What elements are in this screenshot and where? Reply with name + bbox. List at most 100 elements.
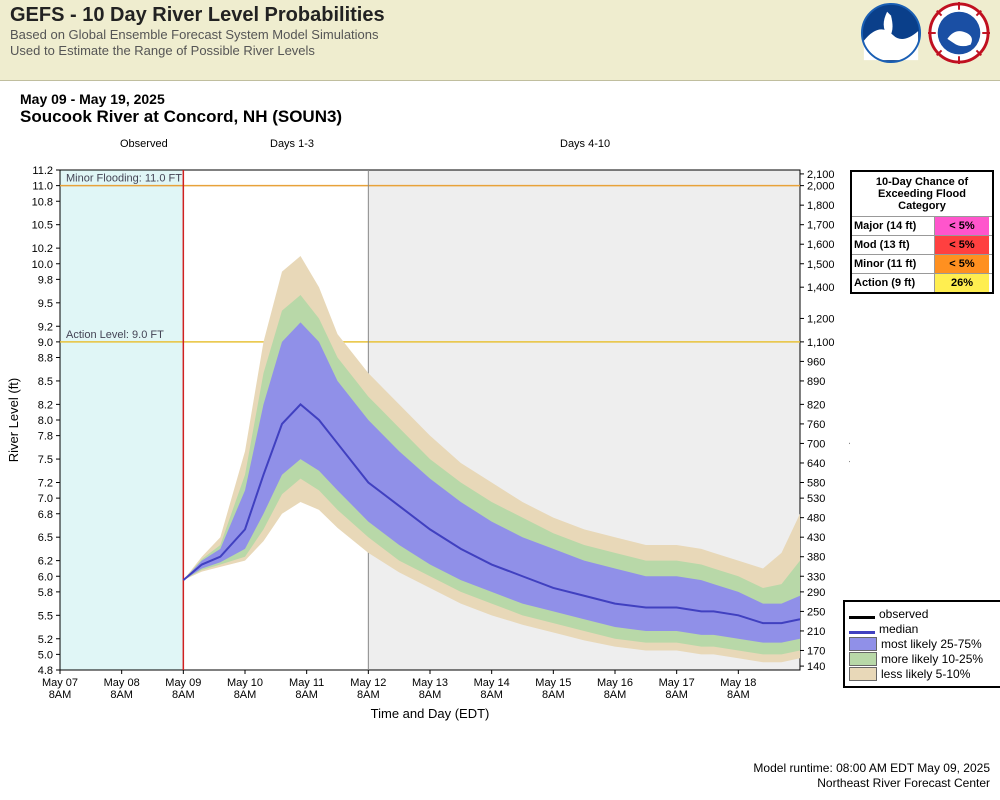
- svg-text:7.5: 7.5: [38, 454, 53, 466]
- svg-text:8.5: 8.5: [38, 376, 53, 388]
- svg-text:7.2: 7.2: [38, 478, 53, 490]
- forecast-chart: 4.85.05.25.55.86.06.26.56.87.07.27.57.88…: [0, 150, 850, 740]
- svg-text:May 10: May 10: [227, 677, 263, 689]
- svg-text:Time and Day (EDT): Time and Day (EDT): [371, 706, 490, 721]
- svg-text:2,000: 2,000: [807, 181, 835, 193]
- legend-item: more likely 10-25%: [849, 652, 999, 666]
- chart-legend: observedmedianmost likely 25-75%more lik…: [843, 600, 1000, 688]
- svg-text:8AM: 8AM: [234, 689, 257, 701]
- svg-text:290: 290: [807, 587, 825, 599]
- svg-text:140: 140: [807, 661, 825, 673]
- period-days13: Days 1-3: [270, 138, 314, 150]
- flood-exceedance-table: 10-Day Chance of Exceeding Flood Categor…: [850, 170, 994, 294]
- svg-text:8AM: 8AM: [172, 689, 195, 701]
- noaa-logo-icon: [860, 2, 922, 64]
- header-sub1: Based on Global Ensemble Forecast System…: [10, 27, 990, 43]
- svg-text:River Level (ft): River Level (ft): [6, 378, 21, 463]
- svg-text:9.8: 9.8: [38, 274, 53, 286]
- svg-text:May 14: May 14: [474, 677, 510, 689]
- flood-row: Mod (13 ft)< 5%: [852, 235, 992, 254]
- svg-text:5.0: 5.0: [38, 649, 53, 661]
- svg-text:1,800: 1,800: [807, 200, 835, 212]
- svg-text:640: 640: [807, 458, 825, 470]
- svg-text:1,500: 1,500: [807, 259, 835, 271]
- svg-text:8AM: 8AM: [727, 689, 750, 701]
- svg-text:May 08: May 08: [104, 677, 140, 689]
- svg-text:890: 890: [807, 376, 825, 388]
- footer: Model runtime: 08:00 AM EDT May 09, 2025…: [753, 761, 990, 792]
- svg-text:11.2: 11.2: [32, 165, 53, 177]
- svg-text:8.8: 8.8: [38, 353, 53, 365]
- svg-text:580: 580: [807, 478, 825, 490]
- header-title: GEFS - 10 Day River Level Probabilities: [10, 4, 990, 27]
- svg-text:6.5: 6.5: [38, 532, 53, 544]
- svg-text:7.0: 7.0: [38, 493, 53, 505]
- forecast-center: Northeast River Forecast Center: [753, 776, 990, 792]
- svg-text:6.2: 6.2: [38, 556, 53, 568]
- svg-text:10.8: 10.8: [32, 196, 53, 208]
- svg-text:8AM: 8AM: [419, 689, 442, 701]
- svg-text:May 15: May 15: [535, 677, 571, 689]
- svg-text:380: 380: [807, 552, 825, 564]
- chart-meta: May 09 - May 19, 2025 Soucook River at C…: [20, 91, 1000, 127]
- svg-text:10.5: 10.5: [32, 220, 53, 232]
- svg-text:530: 530: [807, 493, 825, 505]
- svg-text:4.8: 4.8: [38, 665, 53, 677]
- svg-text:1,700: 1,700: [807, 220, 835, 232]
- svg-text:700: 700: [807, 438, 825, 450]
- svg-text:May 09: May 09: [165, 677, 201, 689]
- svg-text:1,600: 1,600: [807, 239, 835, 251]
- svg-text:1,200: 1,200: [807, 313, 835, 325]
- svg-text:9.5: 9.5: [38, 298, 53, 310]
- svg-text:170: 170: [807, 645, 825, 657]
- legend-item: observed: [849, 607, 999, 621]
- logo-wrap: [860, 2, 990, 64]
- svg-text:250: 250: [807, 606, 825, 618]
- flood-row: Major (14 ft)< 5%: [852, 216, 992, 235]
- flood-row: Minor (11 ft)< 5%: [852, 254, 992, 273]
- svg-text:11.0: 11.0: [32, 181, 53, 193]
- svg-text:10.0: 10.0: [32, 259, 53, 271]
- header-bar: GEFS - 10 Day River Level Probabilities …: [0, 0, 1000, 81]
- svg-text:960: 960: [807, 356, 825, 368]
- svg-text:Action Level: 9.0 FT: Action Level: 9.0 FT: [66, 329, 164, 341]
- svg-text:8AM: 8AM: [357, 689, 380, 701]
- svg-text:River Flow (cfs): River Flow (cfs): [849, 375, 850, 465]
- svg-text:May 07: May 07: [42, 677, 78, 689]
- svg-text:May 11: May 11: [289, 677, 324, 689]
- svg-text:May 18: May 18: [720, 677, 756, 689]
- svg-text:9.2: 9.2: [38, 321, 53, 333]
- flood-row: Action (9 ft)26%: [852, 273, 992, 292]
- svg-text:May 17: May 17: [659, 677, 695, 689]
- legend-item: most likely 25-75%: [849, 637, 999, 651]
- svg-text:8AM: 8AM: [665, 689, 688, 701]
- svg-text:330: 330: [807, 571, 825, 583]
- nws-logo-icon: [928, 2, 990, 64]
- svg-text:May 13: May 13: [412, 677, 448, 689]
- svg-text:1,400: 1,400: [807, 282, 835, 294]
- model-runtime: Model runtime: 08:00 AM EDT May 09, 2025: [753, 761, 990, 777]
- svg-text:10.2: 10.2: [32, 243, 53, 255]
- svg-text:480: 480: [807, 513, 825, 525]
- svg-text:5.2: 5.2: [38, 634, 53, 646]
- svg-text:5.5: 5.5: [38, 610, 53, 622]
- svg-text:8AM: 8AM: [49, 689, 72, 701]
- svg-text:760: 760: [807, 419, 825, 431]
- svg-text:7.8: 7.8: [38, 431, 53, 443]
- period-days410: Days 4-10: [560, 138, 610, 150]
- svg-text:May 16: May 16: [597, 677, 633, 689]
- header-sub2: Used to Estimate the Range of Possible R…: [10, 43, 990, 59]
- svg-text:May 12: May 12: [350, 677, 386, 689]
- svg-text:8AM: 8AM: [480, 689, 503, 701]
- flood-table-title: 10-Day Chance of Exceeding Flood Categor…: [852, 172, 992, 216]
- svg-text:2,100: 2,100: [807, 169, 835, 181]
- svg-text:8.0: 8.0: [38, 415, 53, 427]
- date-range: May 09 - May 19, 2025: [20, 91, 1000, 107]
- svg-text:8AM: 8AM: [542, 689, 565, 701]
- svg-text:8.2: 8.2: [38, 399, 53, 411]
- svg-text:5.8: 5.8: [38, 587, 53, 599]
- legend-item: less likely 5-10%: [849, 667, 999, 681]
- svg-text:8AM: 8AM: [604, 689, 627, 701]
- svg-text:9.0: 9.0: [38, 337, 53, 349]
- station-name: Soucook River at Concord, NH (SOUN3): [20, 107, 1000, 127]
